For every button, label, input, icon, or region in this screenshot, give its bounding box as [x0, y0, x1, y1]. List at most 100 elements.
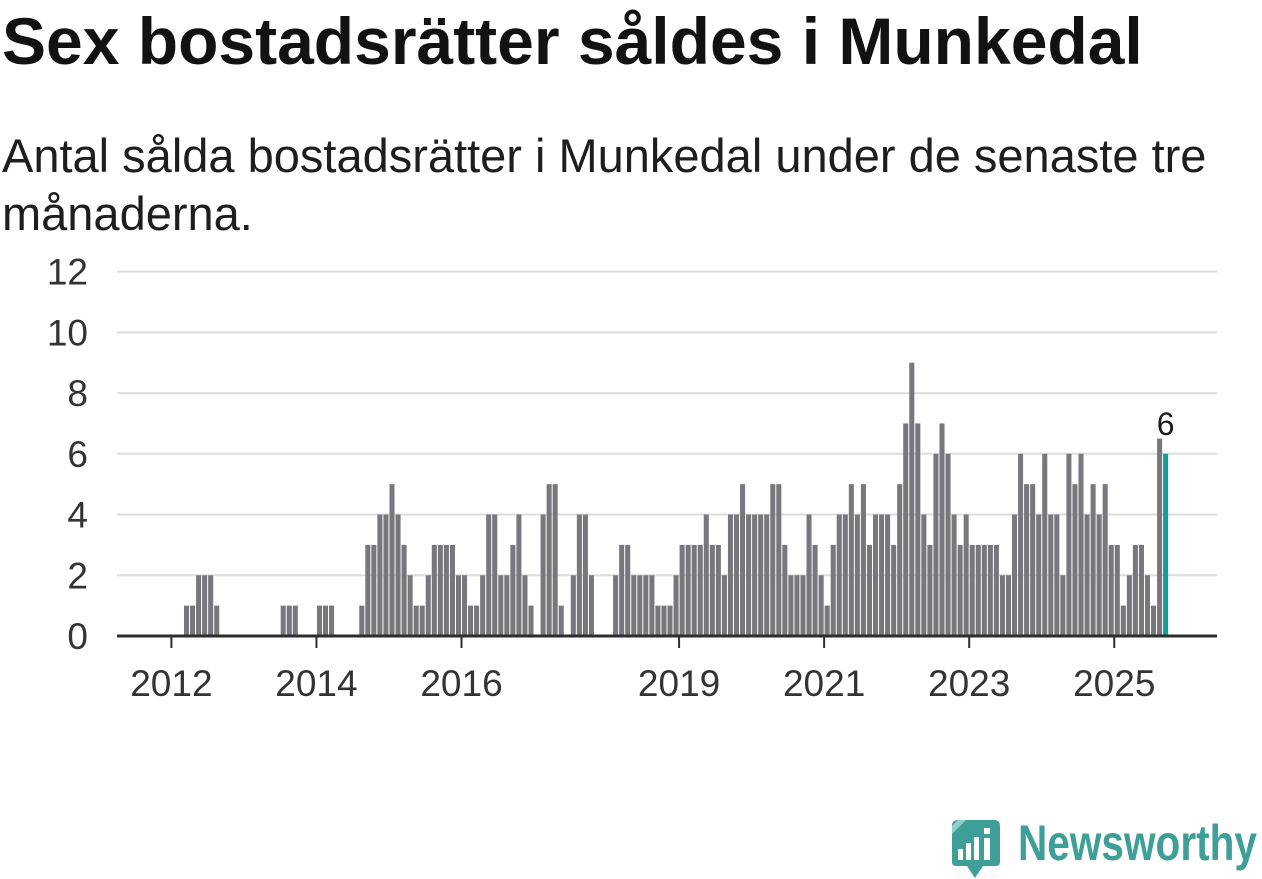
bar — [721, 575, 727, 636]
bar — [474, 605, 480, 636]
bar — [1102, 484, 1108, 636]
bar-highlight — [1163, 453, 1169, 636]
bar — [419, 605, 425, 636]
bar — [667, 605, 673, 636]
bar — [655, 605, 661, 636]
bar — [202, 575, 208, 636]
x-tick-label: 2012 — [130, 663, 212, 704]
bar — [806, 514, 812, 636]
bar — [1108, 544, 1114, 636]
bar — [1151, 605, 1157, 636]
bar — [848, 484, 854, 636]
bar — [1114, 544, 1120, 636]
bar — [981, 544, 987, 636]
bar — [425, 575, 431, 636]
bar — [715, 544, 721, 636]
bar — [413, 605, 419, 636]
bar — [854, 514, 860, 636]
bar — [758, 514, 764, 636]
bars — [183, 362, 1169, 636]
newsworthy-logo: Newsworthy — [952, 815, 1257, 878]
bar — [1066, 453, 1072, 636]
bar — [208, 575, 214, 636]
bar — [516, 514, 522, 636]
bar — [588, 575, 594, 636]
bar — [389, 484, 395, 636]
bar — [292, 605, 298, 636]
bar — [576, 514, 582, 636]
bar — [872, 514, 879, 636]
bar — [891, 544, 897, 636]
bar — [649, 575, 655, 636]
bar — [746, 514, 752, 636]
bar — [703, 514, 709, 636]
bar — [818, 575, 824, 636]
bar — [921, 514, 927, 636]
bar — [975, 544, 981, 636]
x-tick-label: 2019 — [638, 663, 720, 704]
y-tick-label: 12 — [47, 252, 88, 293]
bar — [570, 575, 576, 636]
bar — [395, 514, 401, 636]
y-tick-label: 10 — [47, 312, 88, 353]
bar — [685, 544, 691, 636]
bar — [214, 605, 220, 636]
bar — [365, 544, 371, 636]
x-tick-label: 2014 — [275, 663, 357, 704]
bar — [1042, 453, 1048, 636]
bar — [183, 605, 190, 636]
x-tick-label: 2016 — [420, 663, 502, 704]
bar — [582, 514, 588, 636]
bar — [540, 514, 546, 636]
newsworthy-logo-icon — [952, 820, 1000, 878]
bar — [782, 544, 788, 636]
bar — [359, 605, 365, 636]
bar — [1132, 544, 1138, 636]
y-axis-labels: 0 2 4 6 8 10 12 — [47, 252, 88, 657]
bar — [1157, 438, 1163, 636]
bar — [951, 514, 957, 636]
bar — [504, 575, 510, 636]
bar — [1018, 453, 1024, 636]
bar — [1036, 514, 1042, 636]
bar — [1072, 484, 1078, 636]
bar — [661, 605, 667, 636]
bar — [740, 484, 746, 636]
bar — [1048, 514, 1054, 636]
bar — [401, 544, 407, 636]
bar — [733, 514, 740, 636]
bar — [1084, 514, 1090, 636]
logo-wordmark: Newsworthy — [1018, 815, 1257, 871]
bar — [963, 514, 969, 636]
bar — [691, 544, 697, 636]
y-tick-label: 6 — [67, 434, 88, 475]
bar — [727, 514, 733, 636]
bar — [546, 484, 552, 636]
bar — [1090, 484, 1096, 636]
bar — [885, 514, 891, 636]
bar — [462, 575, 468, 636]
bar — [909, 362, 915, 636]
y-tick-label: 4 — [67, 495, 88, 536]
bar — [993, 544, 999, 636]
highlight-value-label: 6 — [1157, 406, 1175, 442]
bar — [770, 484, 776, 636]
bar — [709, 544, 715, 636]
bar — [558, 605, 564, 636]
x-tick-label: 2021 — [783, 663, 865, 704]
bar — [322, 605, 329, 636]
bar — [860, 484, 866, 636]
bar — [407, 575, 413, 636]
bar — [286, 605, 292, 636]
bar — [697, 544, 703, 636]
bar — [486, 514, 492, 636]
bar — [510, 544, 516, 636]
bar — [431, 544, 437, 636]
bar — [830, 544, 836, 636]
bar — [631, 575, 637, 636]
bar — [933, 453, 939, 636]
bar — [552, 484, 558, 636]
bar — [377, 514, 383, 636]
bar — [643, 575, 649, 636]
bar — [280, 605, 286, 636]
